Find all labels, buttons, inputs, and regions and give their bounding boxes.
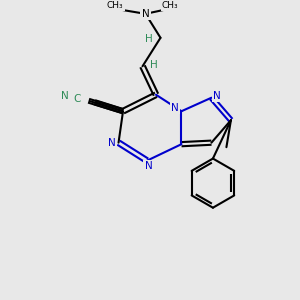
Text: N: N bbox=[142, 9, 149, 19]
Text: N: N bbox=[213, 91, 221, 101]
Text: H: H bbox=[145, 34, 153, 44]
Text: H: H bbox=[150, 60, 158, 70]
Text: N: N bbox=[145, 161, 152, 171]
Text: N: N bbox=[171, 103, 179, 113]
Text: N: N bbox=[61, 91, 68, 101]
Text: N: N bbox=[108, 138, 116, 148]
Text: CH₃: CH₃ bbox=[162, 1, 178, 10]
Text: CH₃: CH₃ bbox=[106, 1, 123, 10]
Text: C: C bbox=[74, 94, 81, 104]
